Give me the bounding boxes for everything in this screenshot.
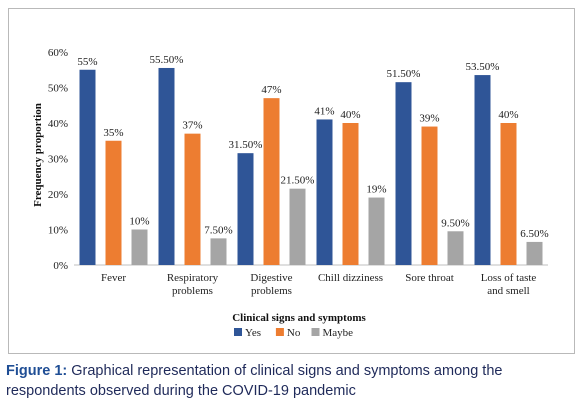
legend-swatch-maybe xyxy=(311,328,320,336)
caption-text: Graphical representation of clinical sig… xyxy=(6,363,503,399)
y-tick-label: 0% xyxy=(53,260,68,272)
y-tick-label: 50% xyxy=(48,83,68,95)
value-label-yes-sore-throat: 51.50% xyxy=(387,68,421,80)
y-tick-label: 20% xyxy=(48,189,68,201)
value-label-maybe-chill-dizziness: 19% xyxy=(366,184,386,196)
value-label-yes-loss-of-taste-and-smell: 53.50% xyxy=(466,61,500,73)
bar-chart: 0% 10% 20% 30% 40% 50% 60% 55% 35% 10% 55.50% 37% 7… xyxy=(32,47,549,339)
value-label-yes-fever: 55% xyxy=(77,56,97,68)
category-label-digestive-problems: Digestive problems xyxy=(250,272,292,297)
bar-yes-loss-of-taste-and-smell xyxy=(474,75,491,265)
y-axis-title: Frequency proportion xyxy=(32,103,44,207)
value-label-yes-digestive-problems: 31.50% xyxy=(229,139,263,151)
bar-maybe-respiratory-problems xyxy=(210,238,227,265)
y-tick-label: 40% xyxy=(48,118,68,130)
bar-no-fever xyxy=(105,140,122,265)
category-label-fever: Fever xyxy=(101,272,126,284)
bar-maybe-digestive-problems xyxy=(289,188,306,265)
value-label-no-digestive-problems: 47% xyxy=(261,84,281,96)
category-label-sore-throat: Sore throat xyxy=(405,272,454,284)
bar-maybe-sore-throat xyxy=(447,231,464,265)
value-label-no-sore-throat: 39% xyxy=(419,113,439,125)
bar-no-respiratory-problems xyxy=(184,133,201,265)
y-tick-label: 10% xyxy=(48,225,68,237)
value-label-maybe-digestive-problems: 21.50% xyxy=(281,175,315,187)
value-label-maybe-loss-of-taste-and-smell: 6.50% xyxy=(520,228,548,240)
value-label-maybe-respiratory-problems: 7.50% xyxy=(204,224,232,236)
y-axis: 0% 10% 20% 30% 40% 50% 60% xyxy=(48,47,548,272)
value-label-yes-chill-dizziness: 41% xyxy=(314,105,334,117)
bar-no-chill-dizziness xyxy=(342,123,359,265)
bar-yes-sore-throat xyxy=(395,82,412,265)
figure-caption: Figure 1: Graphical representation of cl… xyxy=(6,361,578,401)
category-label-chill-dizziness: Chill dizziness xyxy=(318,272,383,284)
value-label-no-chill-dizziness: 40% xyxy=(340,109,360,121)
legend-label-no: No xyxy=(287,327,301,339)
category-labels: Fever Respiratory problems Digestive problem… xyxy=(101,272,536,297)
bar-maybe-fever xyxy=(131,229,148,265)
bar-no-digestive-problems xyxy=(263,98,280,266)
category-label-loss-of-taste-and-smell: Loss of taste and smell xyxy=(481,272,537,297)
bar-yes-respiratory-problems xyxy=(158,67,175,265)
value-label-no-loss-of-taste-and-smell: 40% xyxy=(498,109,518,121)
legend-label-maybe: Maybe xyxy=(323,327,354,339)
bar-yes-chill-dizziness xyxy=(316,119,333,265)
bar-maybe-chill-dizziness xyxy=(368,197,385,265)
bar-maybe-loss-of-taste-and-smell xyxy=(526,241,543,265)
value-label-no-respiratory-problems: 37% xyxy=(182,120,202,132)
bar-no-loss-of-taste-and-smell xyxy=(500,123,517,265)
legend-swatch-no xyxy=(275,328,284,336)
bar-yes-digestive-problems xyxy=(237,153,254,265)
value-label-maybe-sore-throat: 9.50% xyxy=(441,217,469,229)
category-label-respiratory-problems: Respiratory problems xyxy=(167,272,219,297)
value-label-maybe-fever: 10% xyxy=(129,216,149,228)
value-label-yes-respiratory-problems: 55.50% xyxy=(150,54,184,66)
value-labels: 55% 35% 10% 55.50% 37% 7.50% 31.50% 47% 21.50% 41… xyxy=(77,54,548,240)
bar-no-sore-throat xyxy=(421,126,438,265)
x-axis-title: Clinical signs and symptoms xyxy=(232,312,366,324)
legend: Yes No Maybe xyxy=(234,327,353,339)
bars xyxy=(79,67,543,266)
value-label-no-fever: 35% xyxy=(103,127,123,139)
legend-swatch-yes xyxy=(234,328,242,336)
y-tick-label: 30% xyxy=(48,154,68,166)
caption-label: Figure 1: xyxy=(6,363,68,379)
legend-label-yes: Yes xyxy=(245,327,261,339)
y-tick-label: 60% xyxy=(48,47,68,59)
bar-yes-fever xyxy=(79,69,96,265)
